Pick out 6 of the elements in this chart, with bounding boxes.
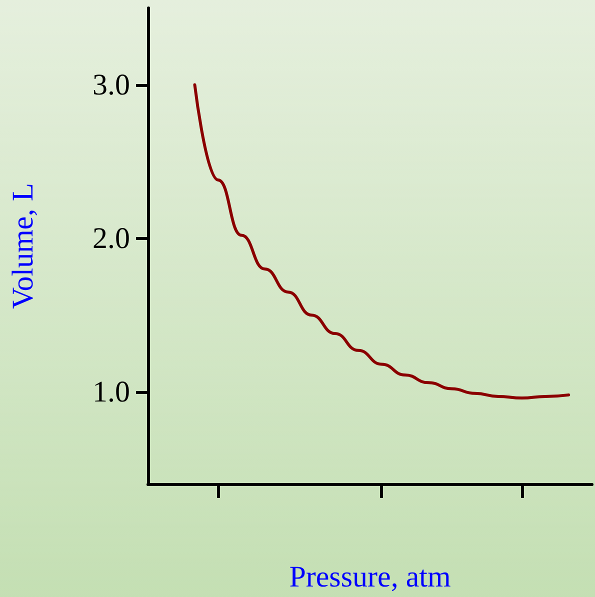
x-axis-title: Pressure, atm bbox=[289, 560, 451, 594]
y-axis-title: Volume, L bbox=[6, 182, 40, 310]
y-tick-label: 1.0 bbox=[92, 375, 130, 408]
y-tick-label: 2.0 bbox=[92, 222, 130, 255]
y-tick-label: 3.0 bbox=[92, 68, 130, 102]
line-series bbox=[193, 83, 570, 400]
